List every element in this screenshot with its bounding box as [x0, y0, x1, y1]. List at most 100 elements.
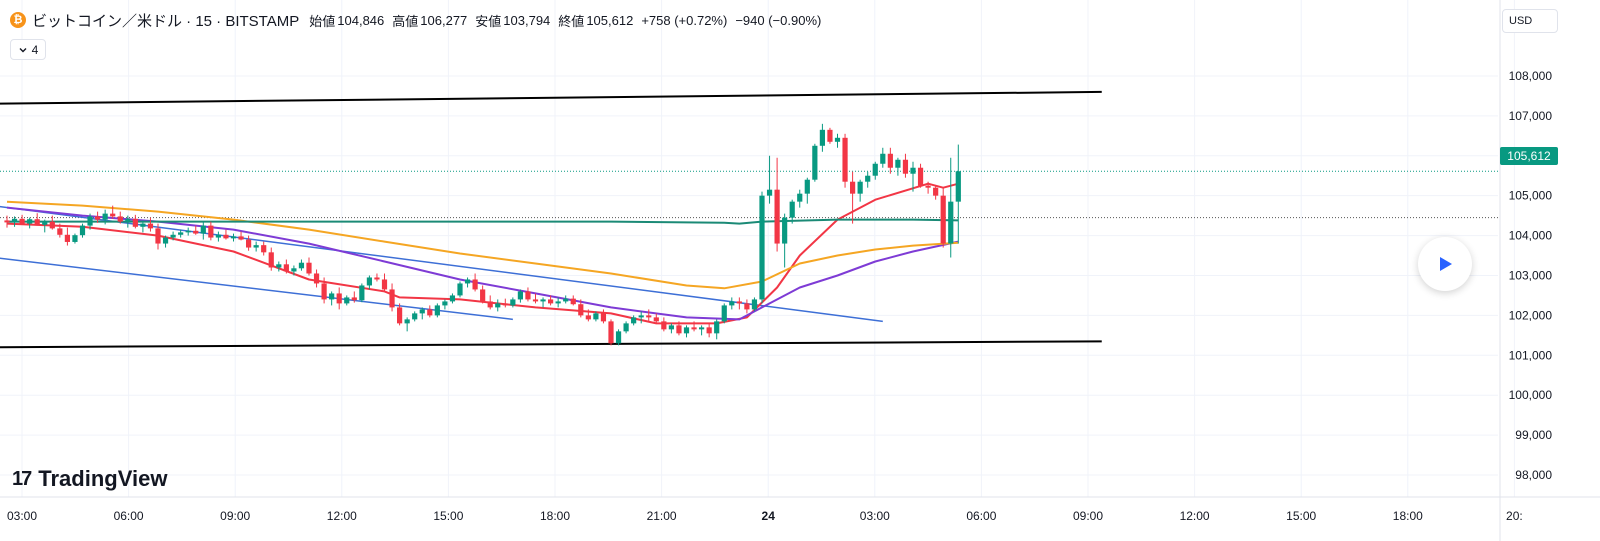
chart-legend-header: ₿ ビットコイン／米ドル · 15 · BITSTAMP 始値 104,846 … [10, 9, 821, 31]
candle [246, 235, 252, 251]
candle [917, 163, 924, 188]
candle [132, 214, 138, 229]
candle-body [427, 309, 433, 316]
time-tick-label: 18:00 [1393, 509, 1423, 523]
candle [593, 311, 599, 322]
candle-body [495, 303, 501, 308]
time-tick-label: 12:00 [1180, 509, 1210, 523]
candle [585, 309, 591, 322]
candle-body [419, 309, 425, 314]
trend-line [0, 90, 1102, 105]
candle [329, 291, 335, 306]
candle [34, 213, 40, 226]
candle-body [857, 181, 863, 194]
candle-body [238, 236, 244, 240]
candle-body [540, 299, 546, 302]
candle [578, 299, 584, 318]
replay-play-button[interactable] [1418, 237, 1472, 291]
candle-body [147, 223, 154, 229]
price-tick-label: 105,000 [1509, 189, 1553, 203]
tradingview-logo[interactable]: 17 TradingView [12, 466, 167, 492]
candle [419, 307, 425, 320]
candle-body [34, 219, 40, 225]
candle [230, 233, 237, 242]
time-tick-label: 06:00 [966, 509, 996, 523]
candle-body [442, 301, 448, 306]
price-levels [0, 170, 1498, 219]
candle [872, 161, 878, 180]
candle-body [548, 299, 554, 304]
candle [72, 233, 78, 244]
candle [19, 214, 25, 225]
candle-body [359, 285, 365, 301]
currency-button[interactable]: USD [1502, 9, 1558, 33]
candle [351, 291, 357, 303]
candle-body [782, 217, 788, 244]
candle [887, 147, 893, 174]
high-value: 106,277 [420, 12, 468, 28]
candle [298, 259, 305, 271]
candle-body [865, 175, 871, 182]
candle-body [57, 228, 63, 235]
candle-body [102, 213, 108, 220]
candle-body [412, 313, 418, 320]
symbol-title[interactable]: ビットコイン／米ドル · 15 · BITSTAMP [32, 12, 300, 30]
candle-body [948, 201, 954, 244]
candle [253, 241, 259, 252]
chevron-down-icon [19, 47, 27, 52]
candle [525, 287, 531, 302]
candle-body [306, 262, 312, 274]
time-tick-label: 09:00 [220, 509, 250, 523]
candle [480, 285, 486, 304]
candle [4, 215, 10, 228]
candle [64, 227, 70, 246]
candle [374, 273, 380, 282]
candle-body [706, 327, 712, 334]
indicator-toggle-button[interactable]: 4 [10, 39, 46, 60]
candle-body [804, 179, 810, 194]
candle [87, 213, 93, 230]
candle [95, 211, 101, 223]
candle-body [313, 273, 320, 284]
close-label: 終値 [558, 13, 585, 29]
candle [895, 157, 901, 176]
candle-body [11, 218, 18, 223]
trend-line [0, 257, 513, 321]
candle-body [193, 230, 199, 234]
price-tick-label: 99,000 [1515, 428, 1552, 442]
candle [185, 227, 191, 236]
price-tick-label: 103,000 [1509, 268, 1553, 282]
candle-body [691, 327, 697, 330]
candle-body [449, 295, 456, 302]
candle-body [827, 129, 833, 142]
candle [789, 199, 795, 224]
candle-body [132, 218, 138, 227]
candle [834, 133, 841, 148]
candle-body [336, 293, 342, 304]
candle [359, 283, 365, 303]
candle [283, 259, 289, 274]
candle [880, 147, 886, 168]
candle [268, 247, 274, 271]
time-tick-label: 18:00 [540, 509, 570, 523]
candle [570, 295, 576, 306]
candle [706, 323, 712, 338]
indicator-count: 4 [31, 42, 39, 57]
candle-body [321, 283, 327, 300]
candle-body [955, 171, 961, 202]
candle-body [480, 289, 486, 302]
candle [178, 229, 184, 238]
candle-body [593, 313, 599, 320]
candle-body [774, 189, 780, 244]
candle [502, 298, 508, 308]
price-tick-label: 108,000 [1509, 69, 1553, 83]
candle-body [902, 159, 909, 174]
candle-body [283, 264, 289, 272]
candle-body [721, 305, 727, 322]
candle-body [608, 321, 614, 344]
time-tick-label: 24 [762, 509, 776, 523]
price-tick-label: 100,000 [1509, 388, 1553, 402]
candle-body [298, 262, 305, 269]
